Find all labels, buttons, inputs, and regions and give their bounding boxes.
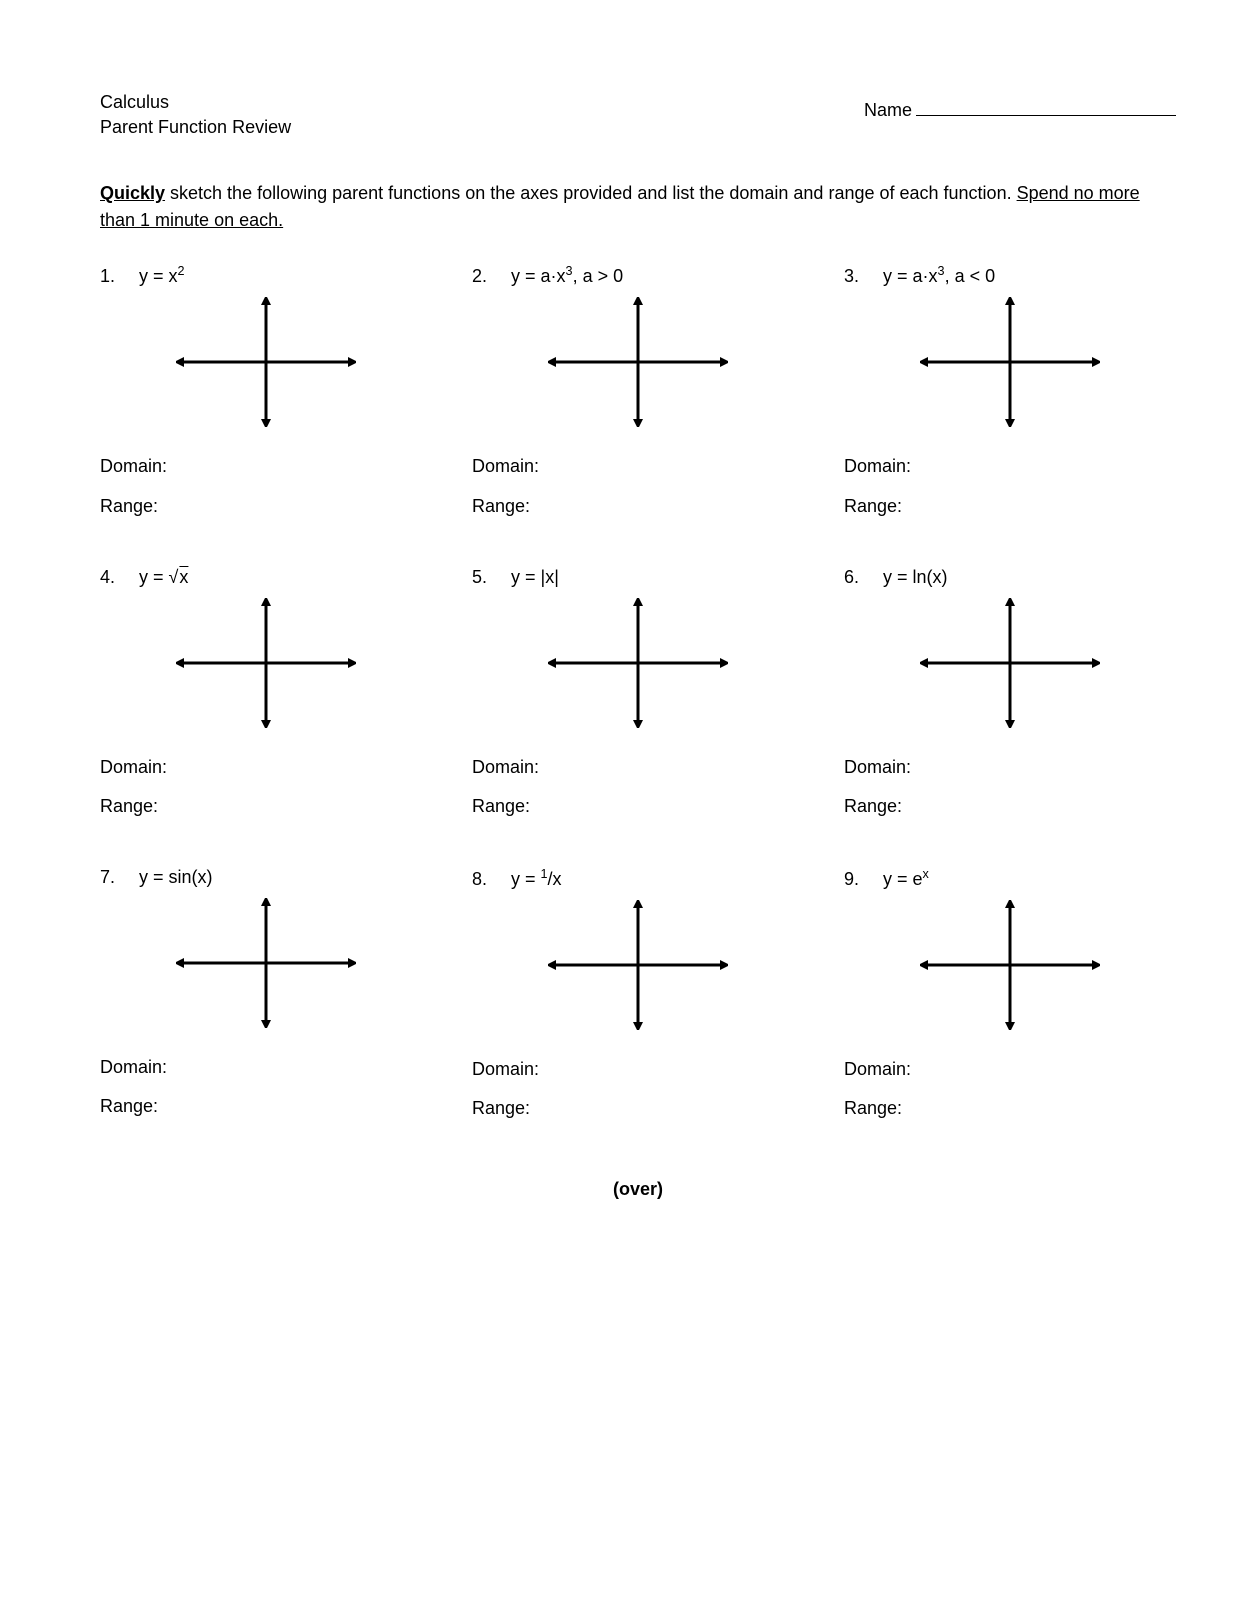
- problem-2: 2. y = a·x3, a > 0 Domain: Range:: [472, 264, 804, 526]
- axes-svg: [548, 900, 728, 1030]
- worksheet-header: Calculus Parent Function Review Name: [100, 90, 1176, 140]
- problems-grid: 1. y = x2 Domain: Range: 2. y = a·x3, a …: [100, 264, 1176, 1129]
- axes: [100, 297, 432, 427]
- range-label: Range:: [844, 487, 1176, 527]
- domain-label: Domain:: [472, 1050, 804, 1090]
- problem-number: 6.: [844, 567, 859, 588]
- problem-3: 3. y = a·x3, a < 0 Domain: Range:: [844, 264, 1176, 526]
- problem-8: 8. y = 1/x Domain: Range:: [472, 867, 804, 1129]
- axes-svg: [176, 898, 356, 1028]
- axes: [844, 598, 1176, 728]
- domain-range: Domain: Range:: [844, 447, 1176, 526]
- problem-label: 1. y = x2: [100, 264, 432, 287]
- footer-over: (over): [100, 1179, 1176, 1200]
- range-label: Range:: [844, 787, 1176, 827]
- problem-function: y = a·x3, a > 0: [511, 264, 623, 287]
- range-label: Range:: [100, 487, 432, 527]
- domain-range: Domain: Range:: [844, 1050, 1176, 1129]
- problem-label: 2. y = a·x3, a > 0: [472, 264, 804, 287]
- domain-label: Domain:: [100, 1048, 432, 1088]
- problem-label: 9. y = ex: [844, 867, 1176, 890]
- domain-label: Domain:: [100, 748, 432, 788]
- axes-svg: [920, 297, 1100, 427]
- instructions-quickly: Quickly: [100, 183, 165, 203]
- domain-range: Domain: Range:: [844, 748, 1176, 827]
- problem-function: y = a·x3, a < 0: [883, 264, 995, 287]
- range-label: Range:: [472, 787, 804, 827]
- axes: [100, 598, 432, 728]
- problem-5: 5. y = |x| Domain: Range:: [472, 567, 804, 827]
- header-left: Calculus Parent Function Review: [100, 90, 291, 140]
- problem-label: 4. y = √x: [100, 567, 432, 588]
- problem-7: 7. y = sin(x) Domain: Range:: [100, 867, 432, 1129]
- domain-label: Domain:: [844, 447, 1176, 487]
- problem-function: y = 1/x: [511, 867, 562, 890]
- name-label: Name: [864, 100, 912, 121]
- problem-label: 5. y = |x|: [472, 567, 804, 588]
- axes: [472, 900, 804, 1030]
- problem-label: 6. y = ln(x): [844, 567, 1176, 588]
- domain-label: Domain:: [844, 1050, 1176, 1090]
- range-label: Range:: [472, 487, 804, 527]
- problem-number: 9.: [844, 869, 859, 890]
- problem-function: y = x2: [139, 264, 185, 287]
- name-blank-line: [916, 115, 1176, 116]
- course-subtitle: Parent Function Review: [100, 115, 291, 140]
- axes: [844, 297, 1176, 427]
- axes-svg: [920, 598, 1100, 728]
- range-label: Range:: [844, 1089, 1176, 1129]
- problem-number: 2.: [472, 266, 487, 287]
- problem-number: 5.: [472, 567, 487, 588]
- range-label: Range:: [100, 1087, 432, 1127]
- axes: [100, 898, 432, 1028]
- problem-number: 7.: [100, 867, 115, 888]
- course-title: Calculus: [100, 90, 291, 115]
- problem-6: 6. y = ln(x) Domain: Range:: [844, 567, 1176, 827]
- domain-label: Domain:: [100, 447, 432, 487]
- domain-label: Domain:: [472, 748, 804, 788]
- problem-number: 8.: [472, 869, 487, 890]
- problem-function: y = √x: [139, 567, 188, 588]
- axes: [844, 900, 1176, 1030]
- domain-label: Domain:: [844, 748, 1176, 788]
- problem-function: y = |x|: [511, 567, 559, 588]
- range-label: Range:: [472, 1089, 804, 1129]
- problem-label: 3. y = a·x3, a < 0: [844, 264, 1176, 287]
- problem-function: y = sin(x): [139, 867, 213, 888]
- axes-svg: [920, 900, 1100, 1030]
- problem-4: 4. y = √x Domain: Range:: [100, 567, 432, 827]
- name-field: Name: [864, 100, 1176, 121]
- domain-range: Domain: Range:: [472, 1050, 804, 1129]
- problem-number: 3.: [844, 266, 859, 287]
- problem-number: 4.: [100, 567, 115, 588]
- axes: [472, 297, 804, 427]
- axes: [472, 598, 804, 728]
- axes-svg: [548, 297, 728, 427]
- instructions-mid: sketch the following parent functions on…: [165, 183, 1017, 203]
- domain-range: Domain: Range:: [100, 1048, 432, 1127]
- domain-range: Domain: Range:: [472, 447, 804, 526]
- axes-svg: [176, 598, 356, 728]
- range-label: Range:: [100, 787, 432, 827]
- problem-label: 7. y = sin(x): [100, 867, 432, 888]
- domain-range: Domain: Range:: [100, 447, 432, 526]
- problem-9: 9. y = ex Domain: Range:: [844, 867, 1176, 1129]
- problem-number: 1.: [100, 266, 115, 287]
- axes-svg: [548, 598, 728, 728]
- problem-1: 1. y = x2 Domain: Range:: [100, 264, 432, 526]
- problem-label: 8. y = 1/x: [472, 867, 804, 890]
- problem-function: y = ln(x): [883, 567, 948, 588]
- problem-function: y = ex: [883, 867, 929, 890]
- domain-label: Domain:: [472, 447, 804, 487]
- instructions: Quickly sketch the following parent func…: [100, 180, 1176, 234]
- domain-range: Domain: Range:: [100, 748, 432, 827]
- axes-svg: [176, 297, 356, 427]
- domain-range: Domain: Range:: [472, 748, 804, 827]
